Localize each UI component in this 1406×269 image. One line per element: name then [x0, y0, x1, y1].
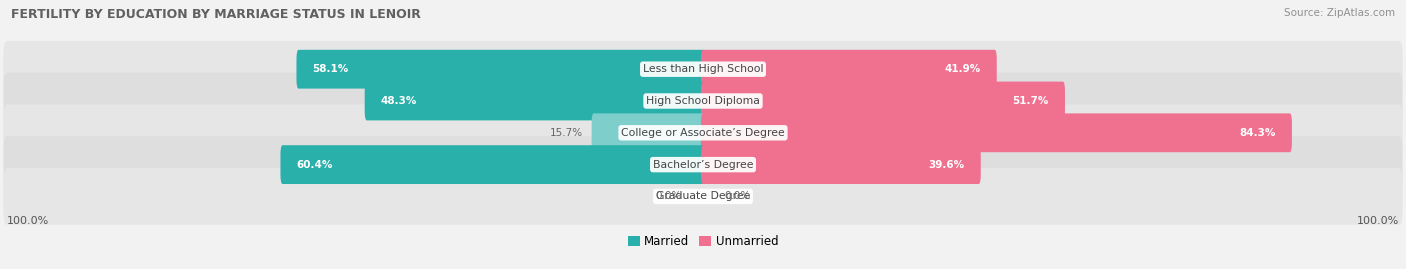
FancyBboxPatch shape: [3, 136, 1403, 193]
Text: 0.0%: 0.0%: [724, 192, 751, 201]
FancyBboxPatch shape: [3, 41, 1403, 97]
FancyBboxPatch shape: [592, 114, 704, 152]
Text: FERTILITY BY EDUCATION BY MARRIAGE STATUS IN LENOIR: FERTILITY BY EDUCATION BY MARRIAGE STATU…: [11, 8, 422, 21]
Text: 84.3%: 84.3%: [1240, 128, 1275, 138]
Text: 41.9%: 41.9%: [945, 64, 981, 74]
Text: 15.7%: 15.7%: [550, 128, 583, 138]
FancyBboxPatch shape: [364, 82, 704, 121]
Legend: Married, Unmarried: Married, Unmarried: [628, 235, 778, 248]
FancyBboxPatch shape: [297, 50, 704, 89]
FancyBboxPatch shape: [702, 145, 981, 184]
FancyBboxPatch shape: [280, 145, 704, 184]
Text: 100.0%: 100.0%: [7, 216, 49, 226]
Text: Source: ZipAtlas.com: Source: ZipAtlas.com: [1284, 8, 1395, 18]
Text: 100.0%: 100.0%: [1357, 216, 1399, 226]
FancyBboxPatch shape: [3, 104, 1403, 161]
Text: 58.1%: 58.1%: [312, 64, 349, 74]
Text: Graduate Degree: Graduate Degree: [655, 192, 751, 201]
Text: College or Associate’s Degree: College or Associate’s Degree: [621, 128, 785, 138]
Text: 0.0%: 0.0%: [655, 192, 682, 201]
FancyBboxPatch shape: [3, 73, 1403, 129]
FancyBboxPatch shape: [702, 82, 1064, 121]
Text: 48.3%: 48.3%: [381, 96, 418, 106]
Text: 39.6%: 39.6%: [928, 160, 965, 170]
FancyBboxPatch shape: [3, 168, 1403, 225]
Text: 51.7%: 51.7%: [1012, 96, 1049, 106]
FancyBboxPatch shape: [702, 50, 997, 89]
Text: 60.4%: 60.4%: [297, 160, 333, 170]
Text: High School Diploma: High School Diploma: [647, 96, 759, 106]
FancyBboxPatch shape: [702, 114, 1292, 152]
Text: Less than High School: Less than High School: [643, 64, 763, 74]
Text: Bachelor’s Degree: Bachelor’s Degree: [652, 160, 754, 170]
